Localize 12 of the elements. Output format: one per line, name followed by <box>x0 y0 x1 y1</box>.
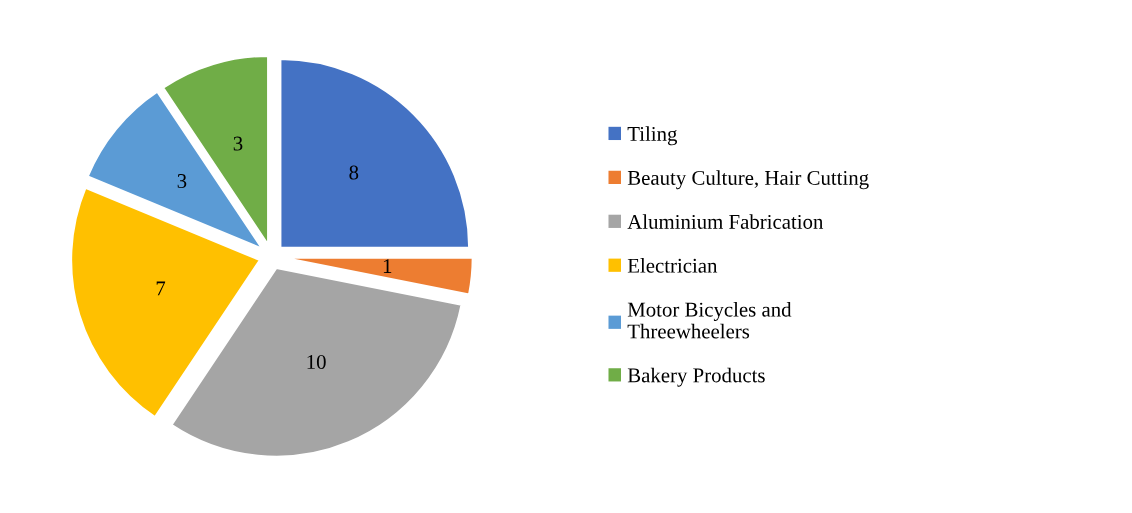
data-label: 7 <box>156 281 166 296</box>
legend-label: Tiling <box>627 126 678 146</box>
legend-label: Beauty Culture, Hair Cutting <box>627 170 869 190</box>
data-label: 8 <box>349 165 359 180</box>
legend-label: Electrician <box>627 258 718 273</box>
legend-label: Bakery Products <box>627 367 765 387</box>
data-label: 3 <box>233 136 243 151</box>
legend-label: Aluminium Fabrication <box>627 214 824 229</box>
data-label: 3 <box>177 174 187 189</box>
legend-label: Motor Bicycles and Threewheelers <box>627 302 792 339</box>
data-label: 10 <box>307 354 326 370</box>
data-label: 1 <box>383 259 392 273</box>
